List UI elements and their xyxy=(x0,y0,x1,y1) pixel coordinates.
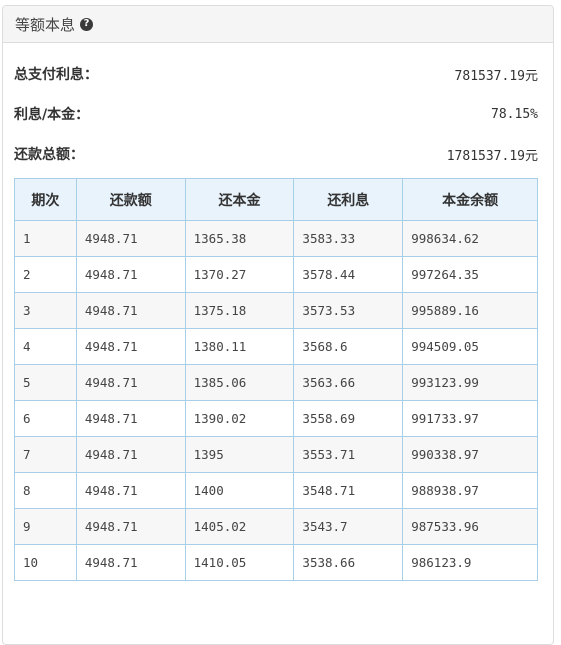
cell-remaining: 994509.05 xyxy=(402,328,538,365)
interest-principal-ratio-label: 利息/本金： xyxy=(14,107,90,123)
total-repayment-row: 还款总额： 1781537.19元 xyxy=(14,144,538,164)
cell-payment: 4948.71 xyxy=(75,292,186,329)
cell-payment: 4948.71 xyxy=(75,436,186,473)
table-row: 4 4948.71 1380.11 3568.6 994509.05 xyxy=(14,328,538,365)
total-interest-value: 781537.19元 xyxy=(454,68,538,84)
cell-payment: 4948.71 xyxy=(75,508,186,545)
interest-principal-ratio-value: 78.15% xyxy=(491,106,538,122)
cell-payment: 4948.71 xyxy=(75,328,186,365)
cell-interest: 3538.66 xyxy=(293,544,404,581)
table-row: 2 4948.71 1370.27 3578.44 997264.35 xyxy=(14,256,538,293)
cell-period: 9 xyxy=(14,508,77,545)
cell-principal: 1395 xyxy=(184,436,295,473)
cell-principal: 1375.18 xyxy=(184,292,295,329)
header-period: 期次 xyxy=(14,178,77,221)
cell-interest: 3568.6 xyxy=(293,328,404,365)
cell-principal: 1365.38 xyxy=(184,220,295,257)
cell-remaining: 988938.97 xyxy=(402,472,538,509)
cell-interest: 3583.33 xyxy=(293,220,404,257)
cell-payment: 4948.71 xyxy=(75,400,186,437)
table-row: 8 4948.71 1400 3548.71 988938.97 xyxy=(14,472,538,509)
cell-principal: 1405.02 xyxy=(184,508,295,545)
cell-interest: 3558.69 xyxy=(293,400,404,437)
cell-payment: 4948.71 xyxy=(75,544,186,581)
cell-period: 2 xyxy=(14,256,77,293)
table-row: 9 4948.71 1405.02 3543.7 987533.96 xyxy=(14,508,538,545)
cell-principal: 1410.05 xyxy=(184,544,295,581)
cell-interest: 3578.44 xyxy=(293,256,404,293)
panel-title: 等额本息 xyxy=(15,15,76,34)
total-interest-label: 总支付利息： xyxy=(14,67,98,83)
cell-period: 8 xyxy=(14,472,77,509)
cell-remaining: 991733.97 xyxy=(402,400,538,437)
cell-remaining: 987533.96 xyxy=(402,508,538,545)
cell-interest: 3563.66 xyxy=(293,364,404,401)
cell-period: 6 xyxy=(14,400,77,437)
cell-interest: 3548.71 xyxy=(293,472,404,509)
repayment-schedule-table: 期次 还款额 还本金 还利息 本金余额 1 4948.71 1365.38 35… xyxy=(14,178,538,581)
cell-interest: 3573.53 xyxy=(293,292,404,329)
question-circle-icon[interactable]: ? xyxy=(80,17,94,31)
cell-remaining: 997264.35 xyxy=(402,256,538,293)
total-repayment-label: 还款总额： xyxy=(14,147,84,163)
cell-payment: 4948.71 xyxy=(75,220,186,257)
header-principal: 还本金 xyxy=(184,178,295,221)
cell-payment: 4948.71 xyxy=(75,472,186,509)
header-interest: 还利息 xyxy=(293,178,404,221)
cell-remaining: 986123.9 xyxy=(402,544,538,581)
cell-period: 4 xyxy=(14,328,77,365)
cell-remaining: 990338.97 xyxy=(402,436,538,473)
cell-principal: 1390.02 xyxy=(184,400,295,437)
cell-payment: 4948.71 xyxy=(75,364,186,401)
table-row: 3 4948.71 1375.18 3573.53 995889.16 xyxy=(14,292,538,329)
cell-principal: 1400 xyxy=(184,472,295,509)
cell-payment: 4948.71 xyxy=(75,256,186,293)
cell-principal: 1380.11 xyxy=(184,328,295,365)
cell-period: 3 xyxy=(14,292,77,329)
cell-principal: 1370.27 xyxy=(184,256,295,293)
cell-remaining: 995889.16 xyxy=(402,292,538,329)
table-row: 6 4948.71 1390.02 3558.69 991733.97 xyxy=(14,400,538,437)
cell-period: 10 xyxy=(14,544,77,581)
table-row: 10 4948.71 1410.05 3538.66 986123.9 xyxy=(14,544,538,581)
cell-remaining: 998634.62 xyxy=(402,220,538,257)
interest-principal-ratio-row: 利息/本金： 78.15% xyxy=(14,104,538,124)
total-interest-row: 总支付利息： 781537.19元 xyxy=(14,64,538,84)
table-row: 7 4948.71 1395 3553.71 990338.97 xyxy=(14,436,538,473)
table-header-row: 期次 还款额 还本金 还利息 本金余额 xyxy=(14,178,538,221)
total-repayment-value: 1781537.19元 xyxy=(446,148,538,164)
table-row: 1 4948.71 1365.38 3583.33 998634.62 xyxy=(14,220,538,257)
cell-interest: 3543.7 xyxy=(293,508,404,545)
cell-period: 5 xyxy=(14,364,77,401)
cell-remaining: 993123.99 xyxy=(402,364,538,401)
cell-period: 7 xyxy=(14,436,77,473)
cell-interest: 3553.71 xyxy=(293,436,404,473)
header-payment: 还款额 xyxy=(75,178,186,221)
header-remaining-principal: 本金余额 xyxy=(402,178,538,221)
table-row: 5 4948.71 1385.06 3563.66 993123.99 xyxy=(14,364,538,401)
cell-principal: 1385.06 xyxy=(184,364,295,401)
cell-period: 1 xyxy=(14,220,77,257)
panel-heading: 等额本息 ? xyxy=(3,6,553,43)
